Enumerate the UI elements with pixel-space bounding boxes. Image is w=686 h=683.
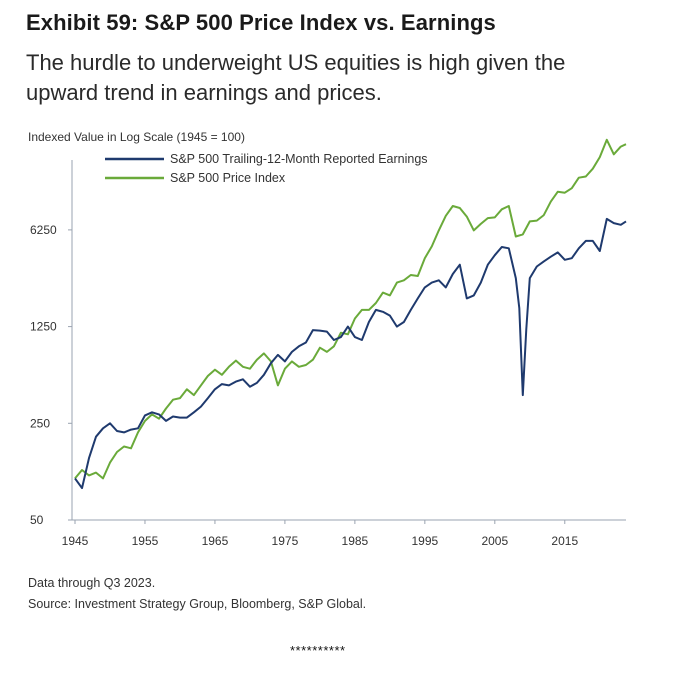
y-axis-label: Indexed Value in Log Scale (1945 = 100) <box>28 130 245 144</box>
legend: S&P 500 Trailing-12-Month Reported Earni… <box>105 152 428 185</box>
legend-label-price: S&P 500 Price Index <box>170 171 286 185</box>
series-line-earnings <box>74 217 627 490</box>
data-note: Data through Q3 2023. <box>28 576 156 590</box>
y-ticks: 50 250 1250 6250 <box>30 223 72 527</box>
y-tick-label: 6250 <box>30 223 57 237</box>
x-tick-label: 2015 <box>551 534 578 548</box>
chart-title: Exhibit 59: S&P 500 Price Index vs. Earn… <box>26 10 496 35</box>
x-tick-label: 2005 <box>481 534 508 548</box>
source-note: Source: Investment Strategy Group, Bloom… <box>28 597 367 611</box>
y-tick-label: 1250 <box>30 320 57 334</box>
x-tick-label: 1975 <box>272 534 299 548</box>
x-tick-label: 1955 <box>132 534 159 548</box>
legend-label-earnings: S&P 500 Trailing-12-Month Reported Earni… <box>170 152 428 166</box>
y-tick-label: 50 <box>30 513 44 527</box>
chart-subtitle: The hurdle to underweight US equities is… <box>26 50 566 105</box>
y-tick-label: 250 <box>30 416 50 430</box>
series-line-price <box>74 138 627 480</box>
x-tick-label: 1995 <box>411 534 438 548</box>
separator: ********** <box>290 643 346 658</box>
x-ticks: 1945 1955 1965 1975 1985 1995 2005 2015 <box>62 520 578 548</box>
series-layer <box>74 138 627 490</box>
x-tick-label: 1945 <box>62 534 89 548</box>
x-tick-label: 1985 <box>342 534 369 548</box>
x-tick-label: 1965 <box>202 534 229 548</box>
